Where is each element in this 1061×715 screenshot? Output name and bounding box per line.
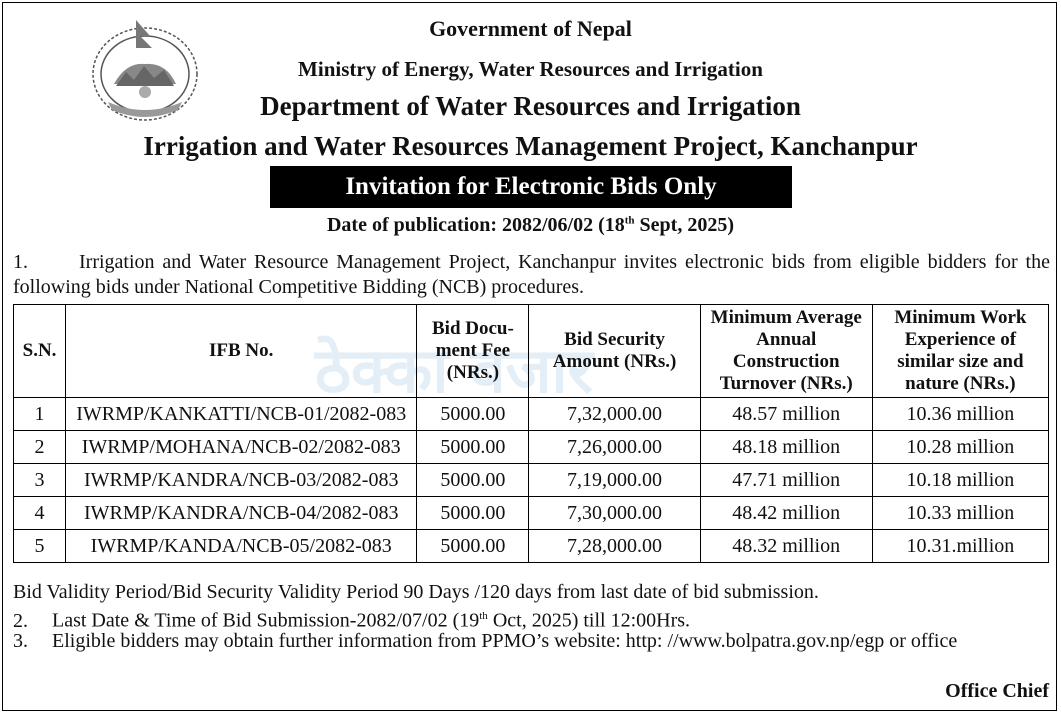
cell-sn: 1: [12, 397, 67, 431]
table-row: 1 IWRMP/KANKATTI/NCB-01/2082-083 5000.00…: [12, 397, 1050, 431]
col-experience-header: Minimum Work Experience of similar size …: [871, 304, 1050, 398]
table-row: 4 IWRMP/KANDRA/NCB-04/2082-083 5000.00 7…: [12, 496, 1050, 530]
cell-sn: 2: [12, 430, 67, 464]
cell-experience: 10.31.million: [871, 529, 1050, 563]
cell-experience: 10.18 million: [871, 463, 1050, 497]
cell-turnover: 48.42 million: [699, 496, 873, 530]
cell-sn: 3: [12, 463, 67, 497]
cell-fee: 5000.00: [416, 397, 530, 431]
info-note: 3. Eligible bidders may obtain further in…: [13, 629, 1050, 654]
deadline-suffix: Oct, 2025) till 12:00Hrs.: [487, 609, 691, 632]
table-header-row: S.N. IFB No. Bid Docu-ment Fee (NRs.) Bi…: [12, 304, 1050, 398]
cell-sn: 5: [12, 529, 67, 563]
cell-security: 7,30,000.00: [528, 496, 701, 530]
col-turnover-header: Minimum Average Annual Construction Turn…: [699, 304, 873, 398]
bids-table: S.N. IFB No. Bid Docu-ment Fee (NRs.) Bi…: [12, 304, 1050, 563]
nepal-emblem-icon: [92, 20, 198, 121]
publication-date-prefix: Date of publication: 2082/06/02 (18: [326, 214, 625, 236]
office-chief-signature: Office Chief: [945, 680, 1049, 702]
department-heading: Department of Water Resources and Irriga…: [260, 91, 801, 121]
government-heading: Government of Nepal: [429, 16, 632, 41]
publication-date-suffix: Sept, 2025): [634, 214, 734, 236]
cell-fee: 5000.00: [416, 463, 530, 497]
col-security-header: Bid Security Amount (NRs.): [528, 304, 701, 398]
col-fee-header: Bid Docu-ment Fee (NRs.): [416, 304, 530, 398]
cell-fee: 5000.00: [416, 430, 530, 464]
cell-turnover: 48.32 million: [699, 529, 873, 563]
publication-date-sup: th: [624, 214, 635, 227]
intro-text: Irrigation and Water Resource Management…: [13, 251, 1050, 298]
validity-note: Bid Validity Period/Bid Security Validit…: [13, 581, 819, 603]
cell-experience: 10.36 million: [871, 397, 1050, 431]
project-heading: Irrigation and Water Resources Managemen…: [143, 131, 918, 161]
ministry-heading: Ministry of Energy, Water Resources and …: [298, 57, 763, 81]
deadline-note: 2. Last Date & Time of Bid Submission-208…: [13, 604, 1050, 634]
cell-experience: 10.33 million: [871, 496, 1050, 530]
table-row: 3 IWRMP/KANDRA/NCB-03/2082-083 5000.00 7…: [12, 463, 1050, 497]
deadline-prefix: Last Date & Time of Bid Submission-2082/…: [52, 609, 480, 632]
info-number: 3.: [13, 630, 28, 652]
cell-sn: 4: [12, 496, 67, 530]
cell-turnover: 48.18 million: [699, 430, 873, 464]
invitation-banner: Invitation for Electronic Bids Only: [270, 166, 792, 208]
publication-date: Date of publication: 2082/06/02 (18th Se…: [0, 214, 1061, 237]
cell-ifb: IWRMP/KANDRA/NCB-03/2082-083: [65, 463, 418, 497]
cell-fee: 5000.00: [416, 529, 530, 563]
intro-paragraph: 1. Irrigation and Water Resource Manageme…: [13, 250, 1050, 300]
cell-ifb: IWRMP/KANDRA/NCB-04/2082-083: [65, 496, 418, 530]
col-sn-header: S.N.: [12, 304, 67, 398]
cell-ifb: IWRMP/KANKATTI/NCB-01/2082-083: [65, 397, 418, 431]
cell-ifb: IWRMP/KANDA/NCB-05/2082-083: [65, 529, 418, 563]
cell-turnover: 48.57 million: [699, 397, 873, 431]
cell-security: 7,19,000.00: [528, 463, 701, 497]
table-row: 5 IWRMP/KANDA/NCB-05/2082-083 5000.00 7,…: [12, 529, 1050, 563]
cell-security: 7,28,000.00: [528, 529, 701, 563]
table-row: 2 IWRMP/MOHANA/NCB-02/2082-083 5000.00 7…: [12, 430, 1050, 464]
deadline-number: 2.: [13, 609, 28, 632]
info-text: Eligible bidders may obtain further info…: [52, 630, 958, 652]
deadline-sup: th: [479, 610, 488, 622]
cell-experience: 10.28 million: [871, 430, 1050, 464]
intro-number: 1.: [13, 251, 28, 273]
cell-ifb: IWRMP/MOHANA/NCB-02/2082-083: [65, 430, 418, 464]
cell-fee: 5000.00: [416, 496, 530, 530]
cell-security: 7,32,000.00: [528, 397, 701, 431]
cell-turnover: 47.71 million: [699, 463, 873, 497]
cell-security: 7,26,000.00: [528, 430, 701, 464]
col-ifb-header: IFB No.: [65, 304, 418, 398]
